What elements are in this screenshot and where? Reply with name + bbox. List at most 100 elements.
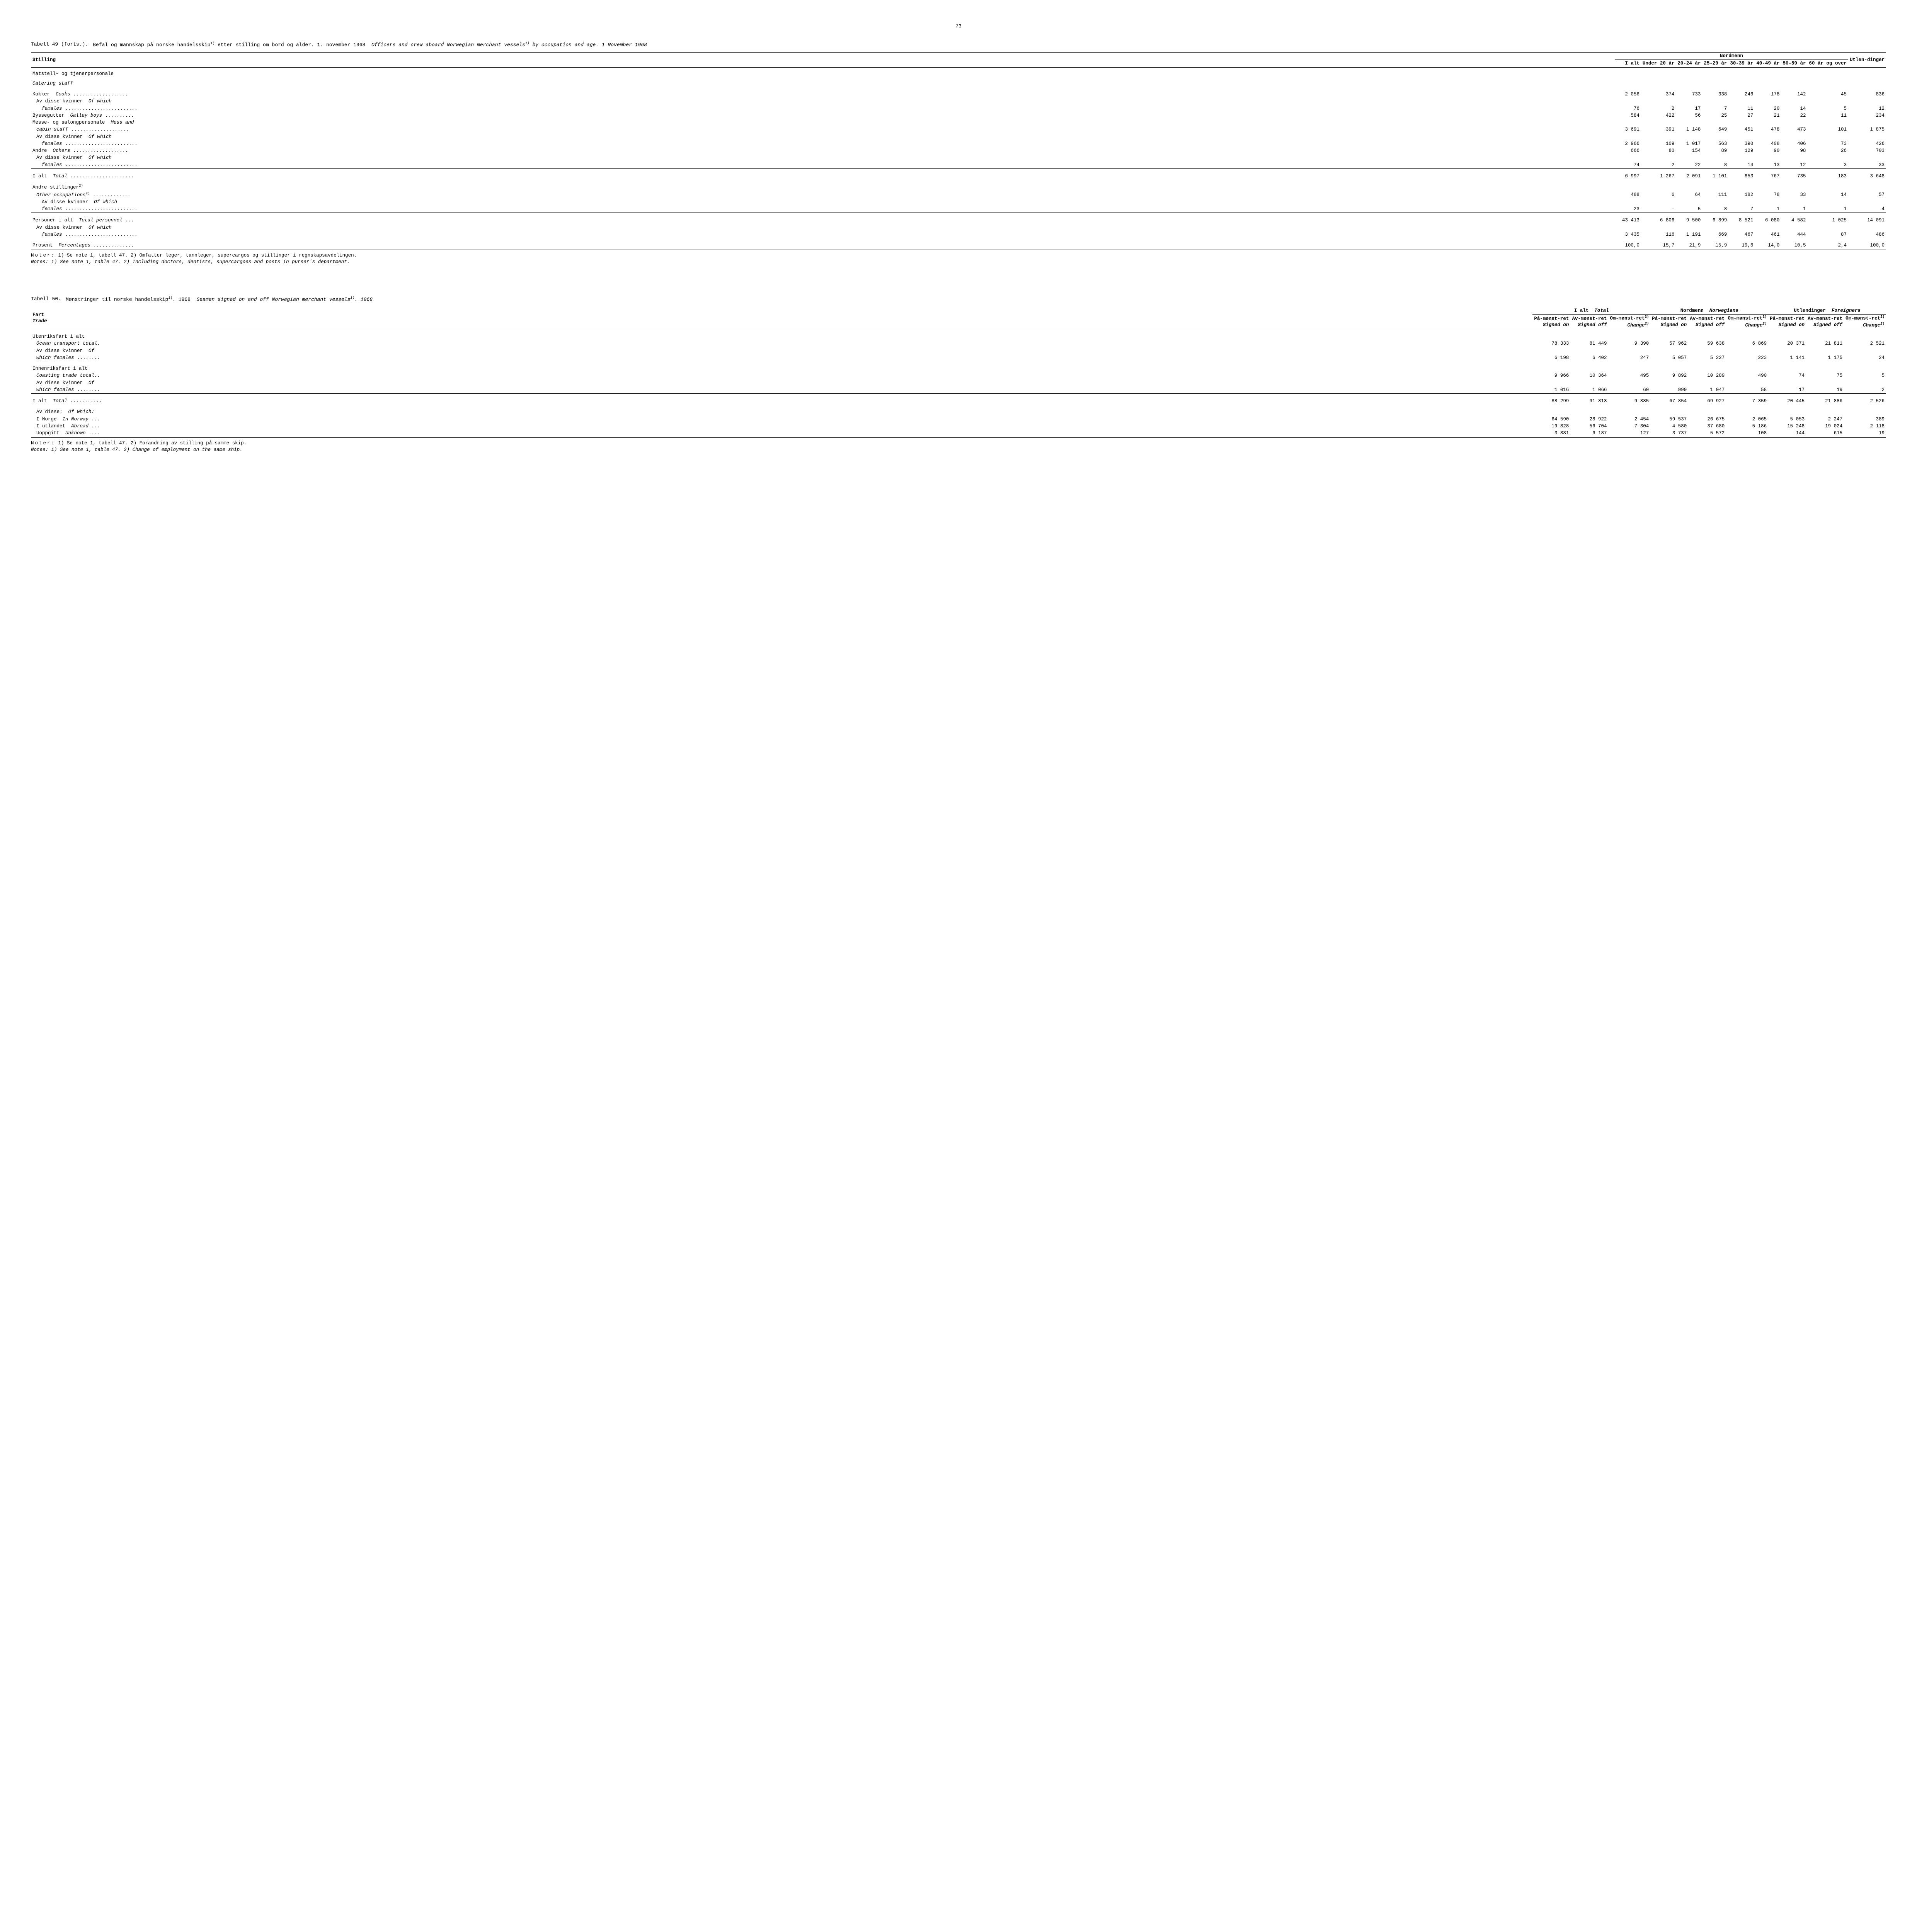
data-cell: 116 (1641, 231, 1676, 238)
data-cell: 1 066 (1570, 386, 1608, 394)
page-number: 73 (31, 23, 1886, 30)
hdr-5059: 50-59 år (1781, 60, 1807, 67)
hdr-2024: 20-24 år (1676, 60, 1702, 67)
data-cell: 109 (1641, 140, 1676, 147)
data-cell: 5 (1807, 105, 1848, 112)
data-cell: 57 (1848, 191, 1886, 199)
data-cell: 1 191 (1676, 231, 1702, 238)
data-cell: 6 198 (1532, 354, 1570, 361)
data-cell: 5 186 (1726, 423, 1768, 430)
data-cell: 88 299 (1532, 398, 1570, 405)
data-cell: 3 737 (1650, 430, 1688, 437)
data-cell: 111 (1702, 191, 1728, 199)
data-cell: 24 (1844, 354, 1886, 361)
data-cell: 495 (1608, 372, 1650, 379)
data-cell: 10 364 (1570, 372, 1608, 379)
data-cell: 20 371 (1768, 340, 1806, 347)
data-cell: 28 922 (1570, 416, 1608, 423)
table-row-label: Andre stillinger2) (31, 184, 1615, 191)
data-cell: 478 (1755, 126, 1781, 133)
data-cell: 56 704 (1570, 423, 1608, 430)
t50-nord-en: Norwegians (1709, 308, 1738, 313)
t49-sup: 1) (210, 41, 215, 45)
data-cell: 6 187 (1570, 430, 1608, 437)
t50-subheader-pa: På-mønst-retSigned on (1650, 315, 1688, 329)
data-cell: 12 (1781, 162, 1807, 169)
t50-subheader-av: Av-mønst-retSigned off (1570, 315, 1608, 329)
data-cell: 5 (1844, 372, 1886, 379)
data-cell: 3 (1807, 162, 1848, 169)
table-row-label: Av disse kvinner Of which (31, 224, 1615, 231)
t50-subheader-om: Om-mønst-ret2)Change2) (1726, 315, 1768, 329)
data-cell: 14,0 (1755, 242, 1781, 249)
hdr-stilling: Stilling (31, 53, 1615, 68)
t50-title-no2: . 1968 (172, 296, 191, 302)
t50-utl-en: Foreigners (1832, 308, 1861, 313)
table-row-label: females ......................... (31, 105, 1615, 112)
data-cell: 8 (1702, 162, 1728, 169)
t50-subheader-om: Om-mønst-ret2)Change2) (1844, 315, 1886, 329)
data-cell: 5 572 (1688, 430, 1726, 437)
hdr-u20: Under 20 år (1641, 60, 1676, 67)
data-cell: 69 927 (1688, 398, 1726, 405)
data-cell: 4 580 (1650, 423, 1688, 430)
t50-title-no: Mønstringer til norske handelsskip (66, 296, 168, 302)
data-cell: 127 (1608, 430, 1650, 437)
data-cell: 22 (1781, 112, 1807, 119)
data-cell: 836 (1848, 91, 1886, 98)
data-cell: 473 (1781, 126, 1807, 133)
data-cell: 2 247 (1806, 416, 1844, 423)
data-cell: 338 (1702, 91, 1728, 98)
data-cell: 17 (1768, 386, 1806, 394)
t49-title-en: Officers and crew aboard Norwegian merch… (371, 42, 525, 48)
table-row-label: I alt Total ...................... (31, 173, 1615, 180)
data-cell: 4 582 (1781, 217, 1807, 224)
data-cell: 422 (1641, 112, 1676, 119)
data-cell: 666 (1615, 147, 1641, 154)
data-cell: - (1641, 206, 1676, 213)
t49-section-en: Catering staff (31, 77, 1886, 87)
data-cell: 78 (1755, 191, 1781, 199)
t49-title-no2: etter stilling om bord og alder. 1. nove… (215, 42, 365, 48)
data-cell: 234 (1848, 112, 1886, 119)
table-row-label: Av disse kvinner Of (31, 379, 1532, 386)
hdr-2529: 25-29 år (1702, 60, 1728, 67)
hdr-3039: 30-39 år (1728, 60, 1755, 67)
hdr-60: 60 år og over (1807, 60, 1848, 67)
data-cell: 703 (1848, 147, 1886, 154)
data-cell: 73 (1807, 140, 1848, 147)
t50-ialt: I alt (1574, 308, 1589, 313)
t50-utl: Utlendinger (1794, 308, 1826, 313)
data-cell: 98 (1781, 147, 1807, 154)
data-cell: 461 (1755, 231, 1781, 238)
data-cell: 11 (1728, 105, 1755, 112)
data-cell: 60 (1608, 386, 1650, 394)
t50-subheader-pa: På-mønst-retSigned on (1532, 315, 1570, 329)
data-cell: 10,5 (1781, 242, 1807, 249)
data-cell: 2 521 (1844, 340, 1886, 347)
data-cell: 19 (1844, 430, 1886, 437)
data-cell: 486 (1848, 231, 1886, 238)
table-49-grid: Stilling Nordmenn Utlen-dinger I alt Und… (31, 52, 1886, 250)
data-cell: 1 141 (1768, 354, 1806, 361)
t49-title-no: Befal og mannskap på norske handelsskip (93, 42, 210, 48)
table-row-label: Av disse kvinner Of which (31, 133, 1615, 140)
table-row-label: females ......................... (31, 231, 1615, 238)
data-cell: 2 056 (1615, 91, 1641, 98)
data-cell: 15,7 (1641, 242, 1676, 249)
data-cell: 14 (1781, 105, 1807, 112)
data-cell: 19 024 (1806, 423, 1844, 430)
t50-subheader-pa: På-mønst-retSigned on (1768, 315, 1806, 329)
t49-sup-en: 1) (525, 41, 529, 45)
data-cell: 13 (1755, 162, 1781, 169)
data-cell: 1 016 (1532, 386, 1570, 394)
data-cell: 8 (1702, 206, 1728, 213)
data-cell: 59 638 (1688, 340, 1726, 347)
t50-fart-en: Trade (32, 318, 47, 324)
data-cell: 6 (1641, 191, 1676, 199)
data-cell: 735 (1781, 173, 1807, 180)
data-cell: 6 806 (1641, 217, 1676, 224)
data-cell: 1 875 (1848, 126, 1886, 133)
data-cell: 7 (1728, 206, 1755, 213)
data-cell: 1 175 (1806, 354, 1844, 361)
